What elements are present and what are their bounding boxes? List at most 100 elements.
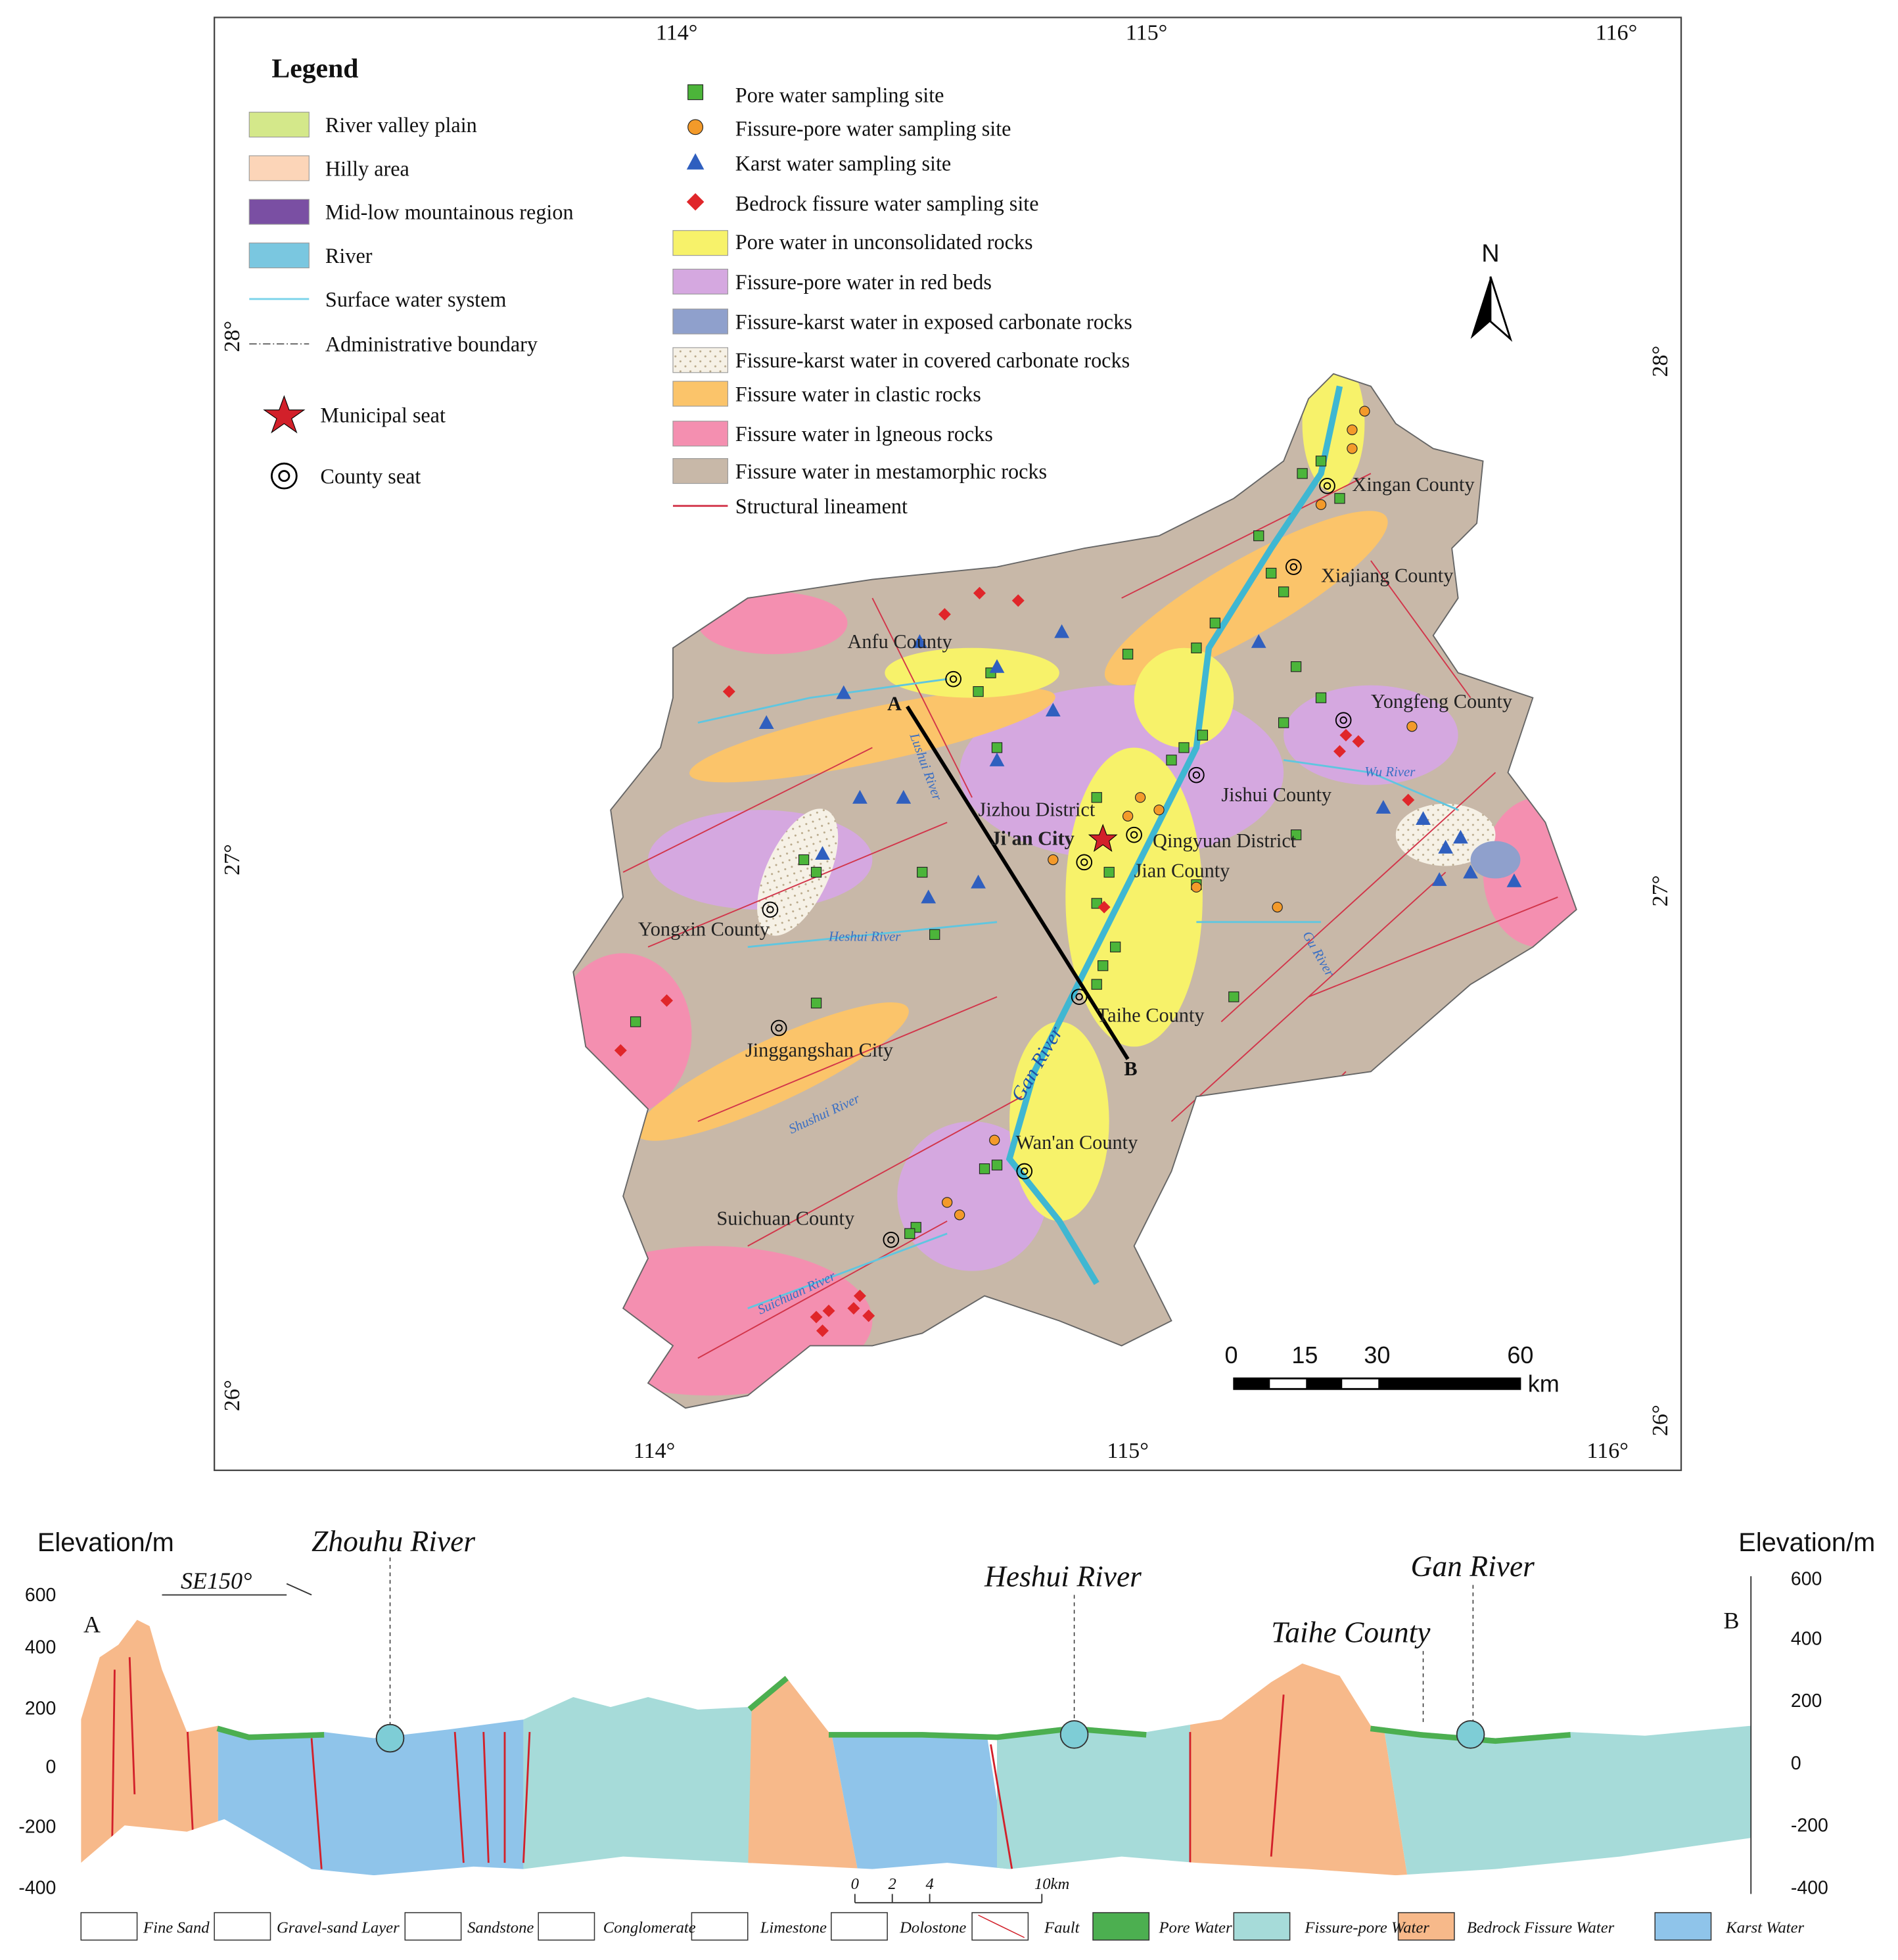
county-seat — [1130, 831, 1138, 839]
fissure-pore-site — [1048, 854, 1059, 866]
pore-site — [929, 929, 940, 940]
scale-label: 15 — [1291, 1342, 1318, 1368]
pore-site — [1178, 742, 1190, 753]
municipal-seat — [1088, 824, 1118, 852]
fissure-pore-site — [942, 1197, 953, 1208]
lat-label: 26° — [1648, 1405, 1673, 1436]
county-seat — [1075, 992, 1083, 1001]
legend-item: Dolostone — [899, 1919, 966, 1936]
bedrock-site — [938, 608, 951, 621]
north-arrow — [1470, 276, 1513, 342]
lat-label: 26° — [220, 1380, 244, 1411]
pore-site — [1091, 979, 1102, 990]
profile-end: A — [887, 693, 902, 715]
legend-item: River — [325, 244, 373, 268]
legend-item: Fissure-pore water in red beds — [735, 270, 992, 294]
lon-label: 115° — [1126, 21, 1168, 45]
karst-site — [1251, 634, 1266, 648]
pore-site — [1197, 730, 1209, 741]
river-label: Heshui River — [828, 928, 901, 944]
karst-site — [836, 685, 852, 699]
place-label: Xingan County — [1352, 473, 1475, 496]
county-seat — [1339, 716, 1347, 724]
legend-item: Karst Water — [1725, 1919, 1804, 1936]
y-tick-label: 600 — [25, 1585, 56, 1606]
karst-site — [1376, 800, 1391, 814]
karst-site — [989, 659, 1005, 673]
pore-site — [1334, 493, 1345, 504]
lat-label: 27° — [1648, 875, 1673, 907]
legend-item: Sandstone — [467, 1919, 534, 1936]
pore-site — [1290, 829, 1302, 841]
legend-item: Fissure water in mestamorphic rocks — [735, 459, 1047, 483]
county-seat — [949, 675, 958, 683]
y-tick-label: -400 — [18, 1878, 56, 1899]
karst-site — [852, 789, 868, 804]
place-label: Ji'an City — [991, 827, 1075, 849]
karst-site — [1438, 839, 1454, 854]
y-tick-label: 200 — [1791, 1691, 1822, 1712]
karst-site — [1463, 864, 1478, 879]
place-label: Yongxin County — [638, 918, 770, 941]
legend-item: Mid-low mountainous region — [325, 200, 574, 224]
fissure-pore-site — [1134, 792, 1146, 803]
legend-item: Fissure-pore water sampling site — [735, 117, 1011, 141]
fissure-pore-site — [1153, 805, 1165, 816]
scale-bar — [1233, 1377, 1521, 1390]
scale-label: 60 — [1507, 1342, 1533, 1368]
pore-site — [1290, 661, 1302, 672]
bedrock-site — [1339, 729, 1353, 741]
section-legend-swatches — [80, 1912, 1712, 1941]
pore-site — [1109, 941, 1121, 952]
bedrock-site — [1402, 793, 1415, 806]
scale-label: 2 — [889, 1875, 896, 1893]
karst-site — [921, 889, 937, 904]
karst-site — [1506, 873, 1522, 887]
pore-site — [630, 1016, 641, 1027]
karst-site — [1416, 811, 1431, 825]
place-label: Jinggangshan City — [745, 1039, 894, 1062]
pore-site — [1091, 792, 1102, 803]
legend-item: Fissure-pore Water — [1304, 1919, 1429, 1936]
pore-site — [810, 866, 822, 878]
legend-item: Pore Water — [1159, 1919, 1232, 1936]
pore-site — [798, 854, 810, 866]
lon-label: 114° — [634, 1439, 676, 1463]
legend-item: Administrative boundary — [325, 333, 538, 356]
county-seat — [1016, 1163, 1033, 1180]
axis-title: Elevation/m — [37, 1528, 174, 1557]
section-end: B — [1724, 1608, 1740, 1634]
y-tick-label: 0 — [46, 1757, 57, 1778]
pore-site — [1315, 692, 1327, 703]
karst-site — [1431, 872, 1447, 886]
lat-label: 28° — [220, 321, 244, 352]
pore-site — [904, 1228, 915, 1239]
legend-item: Fissure water in lgneous rocks — [735, 422, 993, 446]
legend-item: Fissure water in clastic rocks — [735, 382, 981, 406]
section-label: Gan River — [1411, 1549, 1535, 1583]
bedrock-site — [1333, 745, 1346, 758]
legend-item: Karst water sampling site — [735, 152, 951, 175]
karst-site — [912, 634, 927, 648]
county-seat — [1188, 766, 1205, 783]
legend-title: Legend — [271, 54, 358, 84]
legend-item: Limestone — [760, 1919, 827, 1936]
county-seat — [1126, 826, 1142, 843]
county-seat — [1071, 989, 1088, 1005]
county-seat — [945, 670, 961, 688]
county-seat — [762, 901, 779, 918]
legend-item: Fine Sand — [143, 1919, 210, 1936]
legend-item: Conglomerate — [603, 1919, 696, 1936]
scale-label: 30 — [1364, 1342, 1390, 1368]
pore-site — [1315, 455, 1327, 467]
place-label: Wan'an County — [1015, 1131, 1138, 1154]
county-seat — [883, 1231, 900, 1248]
legend-item: Pore water sampling site — [735, 83, 944, 106]
y-tick-label: -400 — [1791, 1878, 1828, 1899]
fissure-pore-site — [954, 1209, 965, 1221]
bedrock-site — [1098, 900, 1111, 914]
karst-site — [971, 874, 986, 889]
county-seat — [1021, 1167, 1029, 1175]
scale-label: 0 — [851, 1875, 859, 1893]
